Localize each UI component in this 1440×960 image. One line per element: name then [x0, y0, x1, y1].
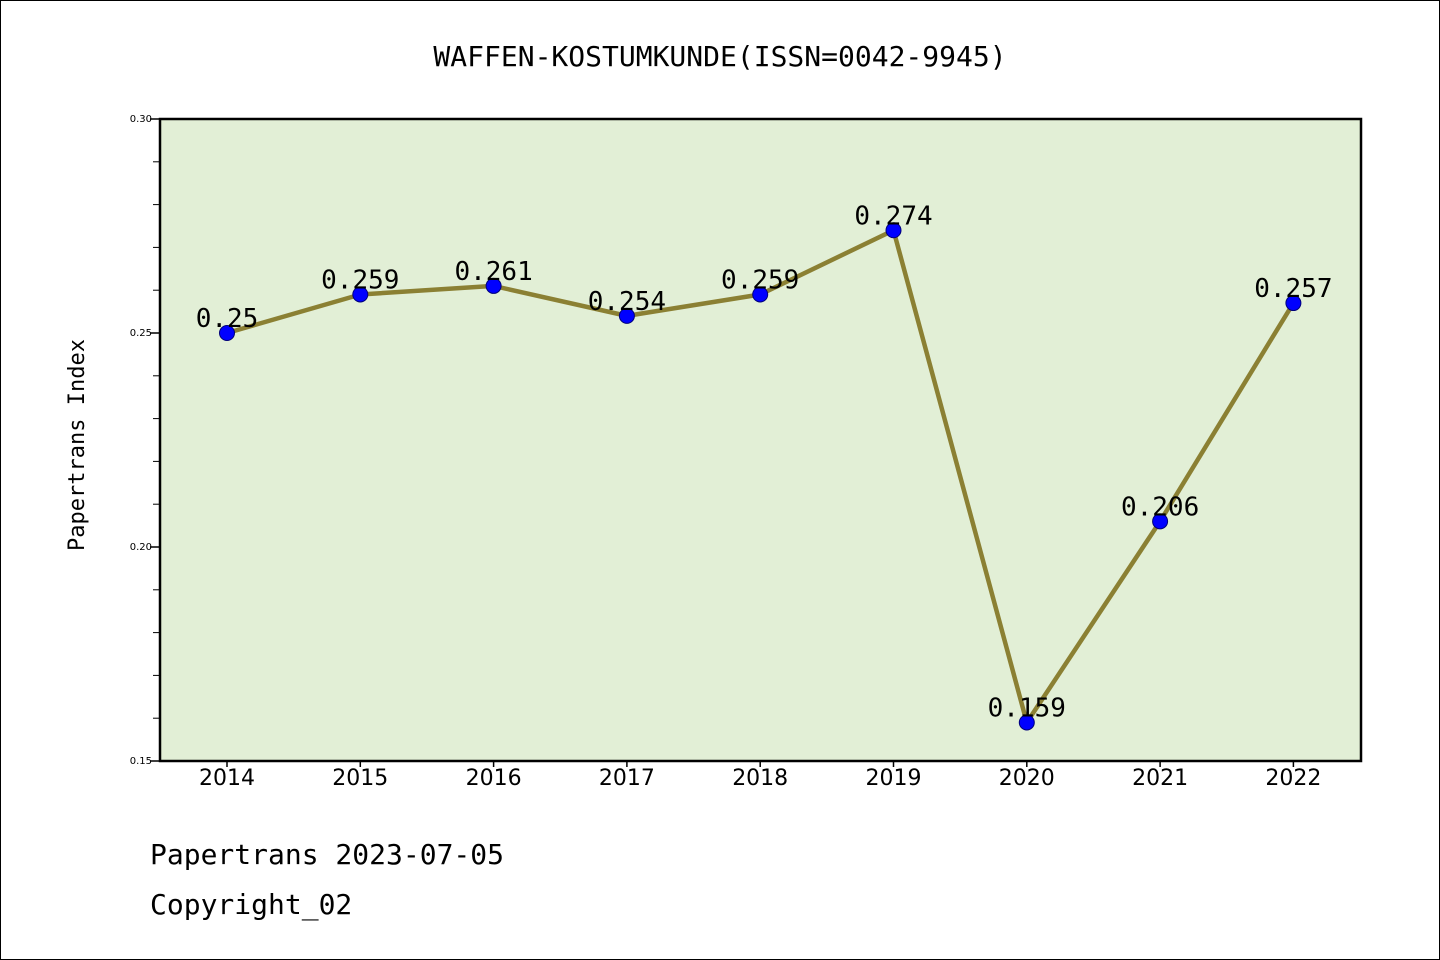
y-axis-label: Papertrans Index — [65, 339, 90, 551]
data-point — [1018, 714, 1035, 731]
data-label: 0.257 — [1254, 274, 1332, 304]
x-tick-label: 2016 — [466, 766, 522, 791]
y-tick-label: 0.25 — [130, 328, 152, 339]
data-label: 0.259 — [321, 265, 399, 295]
footer-date: Papertrans 2023-07-05 — [150, 838, 504, 871]
x-tick-label: 2014 — [199, 766, 255, 791]
x-tick-label: 2020 — [999, 766, 1055, 791]
data-label: 0.206 — [1121, 492, 1199, 522]
y-axis: 0.15 0.20 0.25 0.30 — [130, 114, 160, 767]
x-tick-label: 2017 — [599, 766, 655, 791]
data-label: 0.259 — [721, 265, 799, 295]
data-label: 0.261 — [454, 257, 532, 287]
data-point — [1285, 295, 1302, 312]
x-tick-label: 2021 — [1132, 766, 1188, 791]
data-label: 0.254 — [588, 287, 666, 317]
x-tick-label: 2018 — [732, 766, 788, 791]
footer-copyright: Copyright_02 — [150, 888, 352, 922]
chart-title: WAFFEN-KOSTUMKUNDE(ISSN=0042-9945) — [433, 40, 1006, 73]
data-label: 0.159 — [988, 693, 1066, 723]
y-tick-label: 0.20 — [130, 542, 152, 553]
data-point — [219, 325, 235, 341]
data-label: 0.25 — [196, 304, 259, 334]
y-tick-label: 0.30 — [130, 114, 152, 125]
data-point — [485, 277, 502, 294]
data-point — [885, 222, 902, 239]
x-tick-label: 2022 — [1265, 766, 1321, 791]
data-point — [1152, 513, 1169, 530]
series-line-group — [219, 222, 1302, 731]
data-labels: 0.25 0.259 0.261 0.254 0.259 0.274 0.159 0.206 0… — [196, 201, 1333, 723]
data-point — [352, 286, 369, 303]
x-tick-label: 2019 — [866, 766, 922, 791]
data-point — [618, 307, 635, 324]
data-point — [752, 286, 769, 303]
data-label: 0.274 — [854, 201, 932, 231]
x-axis: 2014 2015 2016 2017 2018 2019 2020 2021 2022 — [199, 761, 1321, 791]
plot-area — [158, 117, 1363, 763]
x-tick-label: 2015 — [332, 766, 388, 791]
y-tick-label: 0.15 — [130, 756, 152, 767]
